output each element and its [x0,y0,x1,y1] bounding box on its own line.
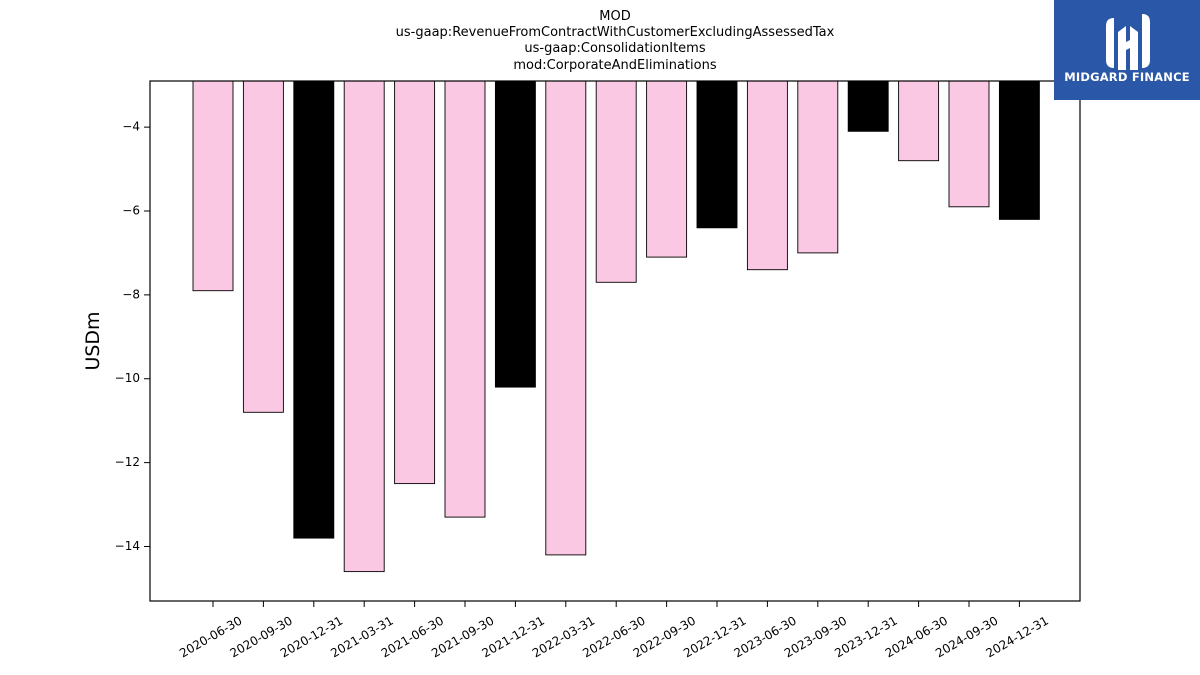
bar [898,80,940,162]
chart-title-line: us-gaap:ConsolidationItems [524,41,705,56]
bar [444,80,486,518]
bar [646,80,688,258]
bar [595,80,637,283]
chart-title-line: mod:CorporateAndEliminations [513,58,716,73]
bar [948,80,990,208]
bar [746,80,788,271]
bar [293,80,335,539]
bar [998,80,1040,220]
y-axis-label: USDm [82,311,104,370]
bar [394,80,436,485]
bar [797,80,839,254]
y-tick-label: −14 [115,539,140,553]
bar [343,80,385,573]
bar [545,80,587,556]
bar [847,80,889,132]
x-axis-ticks: 2020-06-302020-09-302020-12-312021-03-31… [177,601,1051,660]
bar [192,80,234,292]
chart-title: MOD us-gaap:RevenueFromContractWithCusto… [396,9,835,73]
bar [696,80,738,229]
y-tick-label: −8 [122,287,140,301]
logo-text: MIDGARD FINANCE [1064,70,1190,84]
bar [242,80,284,413]
chart-title-line: MOD [599,9,630,24]
y-axis-ticks: −4 −6 −8 −10 −12 −14 [115,120,150,553]
y-tick-label: −10 [115,371,140,385]
y-tick-label: −12 [115,455,140,469]
y-tick-label: −6 [122,204,140,218]
plot-area-frame [149,80,1081,602]
midgard-finance-logo-icon [1106,14,1150,70]
y-tick-label: −4 [122,120,140,134]
chart-title-line: us-gaap:RevenueFromContractWithCustomerE… [396,25,835,40]
bar [494,80,536,388]
bar-series [192,80,1040,573]
midgard-finance-logo: MIDGARD FINANCE [1054,0,1200,100]
